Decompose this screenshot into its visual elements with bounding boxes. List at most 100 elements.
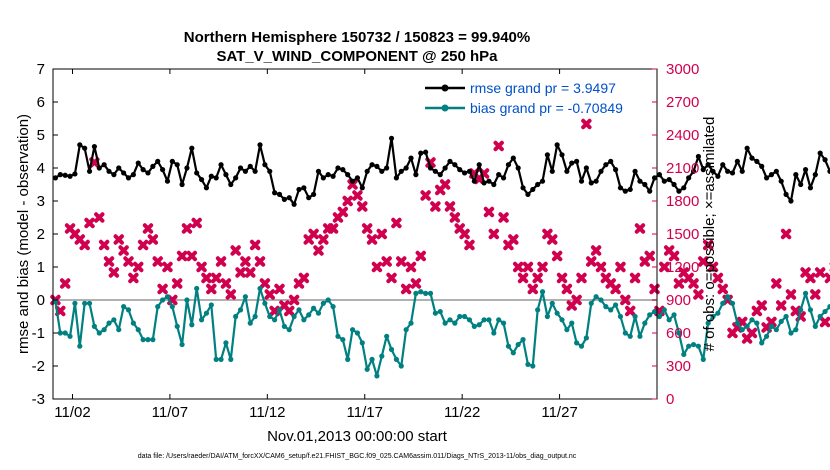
bias-point	[301, 317, 307, 323]
bias-point	[198, 317, 205, 323]
obs-assimilated-marker	[498, 212, 509, 223]
y-axis-left: -3 -2 -1 0 1 2 3 4 5 6 7	[32, 61, 58, 408]
rmse-point	[574, 158, 580, 164]
bias-point	[617, 313, 624, 320]
obs-assimilated-marker	[284, 305, 295, 317]
rmse-point	[466, 168, 473, 174]
bias-point	[588, 300, 594, 306]
bias-point	[496, 317, 502, 323]
obs-assimilated-marker	[98, 239, 110, 251]
obs-assimilated-marker	[152, 256, 163, 267]
rmse-point	[739, 168, 745, 174]
rmse-point	[169, 158, 175, 164]
obs-assimilated-marker	[805, 272, 816, 284]
rmse-point	[798, 181, 804, 188]
rmse-point	[720, 162, 726, 168]
obs-assimilated-marker	[162, 261, 173, 273]
rmse-point	[77, 142, 83, 148]
y-tick-label: 4	[37, 160, 45, 177]
rmse-point	[437, 172, 443, 178]
bias-point	[374, 373, 380, 379]
bias-point	[788, 330, 794, 336]
legend-rmse-marker	[441, 84, 449, 92]
rmse-point	[617, 185, 624, 191]
bias-point	[413, 290, 419, 296]
obs-assimilated-marker	[103, 256, 115, 267]
y2-tick-label: 1800	[666, 193, 699, 210]
plot-frame	[52, 68, 658, 400]
bias-point	[150, 337, 156, 343]
obs-assimilated-marker	[84, 217, 95, 229]
rmse-point	[276, 191, 283, 197]
obs-assimilated-marker	[571, 294, 582, 306]
bias-point	[159, 297, 166, 303]
rmse-point	[208, 173, 214, 179]
rmse-point	[598, 168, 604, 174]
obs-assimilated-marker	[430, 201, 441, 212]
bias-point	[807, 307, 814, 313]
rmse-point	[705, 162, 711, 168]
rmse-point	[588, 180, 594, 186]
obs-assimilated-marker	[342, 195, 353, 207]
rmse-point	[729, 170, 736, 176]
rmse-point	[111, 172, 117, 178]
obs-assimilated-marker	[586, 256, 597, 267]
obs-assimilated-marker	[517, 272, 529, 284]
rmse-point	[520, 185, 526, 191]
obs-assimilated-marker	[240, 256, 251, 267]
rmse-point	[559, 152, 565, 158]
x-tick-label: 11/17	[347, 404, 383, 421]
rmse-point	[291, 201, 297, 207]
obs-assimilated-marker	[215, 256, 227, 267]
bias-point	[354, 330, 361, 336]
obs-assimilated-marker	[483, 206, 495, 218]
bias-point	[461, 313, 468, 320]
bias-point	[510, 350, 516, 356]
y-axis-label: rmse and bias (model - observation)	[15, 114, 32, 354]
obs-assimilated-marker	[610, 283, 621, 295]
bias-point	[330, 304, 336, 310]
bias-point	[272, 317, 278, 323]
obs-assimilated-marker	[186, 250, 198, 262]
bias-point	[817, 313, 823, 320]
rmse-point	[203, 185, 210, 191]
x-tick-label: 11/12	[249, 404, 285, 421]
rmse-point	[676, 188, 682, 194]
bias-point	[559, 317, 565, 323]
y2-tick-label: 300	[666, 358, 691, 375]
rmse-point	[827, 168, 830, 174]
y2-tick-label: 1200	[666, 259, 699, 276]
rmse-point	[233, 175, 239, 181]
rmse-point	[106, 168, 112, 174]
bias-point	[642, 320, 648, 326]
rmse-point	[695, 153, 702, 160]
rmse-point	[778, 178, 784, 184]
rmse-point	[432, 168, 438, 174]
rmse-point	[427, 165, 434, 171]
obs-assimilated-marker	[819, 316, 830, 328]
obs-assimilated-marker	[79, 239, 90, 251]
bias-point	[335, 333, 341, 339]
bias-point	[184, 297, 190, 303]
bias-point	[754, 320, 760, 326]
bias-point	[57, 330, 63, 336]
bias-point	[554, 310, 560, 316]
rmse-point	[535, 181, 541, 188]
obs-assimilated-marker	[210, 272, 222, 284]
obs-assimilated-marker	[59, 278, 71, 289]
bias-point	[759, 340, 765, 346]
obs-assimilated-marker	[668, 250, 680, 262]
legend-bias-label: bias grand pr = -0.70849	[470, 100, 623, 116]
chart-subtitle: SAT_V_WIND_COMPONENT @ 250 hPa	[216, 48, 498, 65]
rmse-point	[817, 150, 823, 156]
obs-assimilated-marker	[439, 179, 451, 190]
bias-point	[437, 308, 443, 315]
obs-assimilated-marker	[108, 267, 120, 278]
rmse-point	[281, 196, 287, 202]
bias-point	[574, 340, 580, 346]
rmse-point	[369, 162, 375, 168]
y2-axis-label: # of obs: o=possible; ×=assimilated	[701, 117, 718, 352]
bias-point	[647, 312, 653, 318]
rmse-point	[52, 175, 59, 181]
rmse-point	[608, 158, 614, 164]
